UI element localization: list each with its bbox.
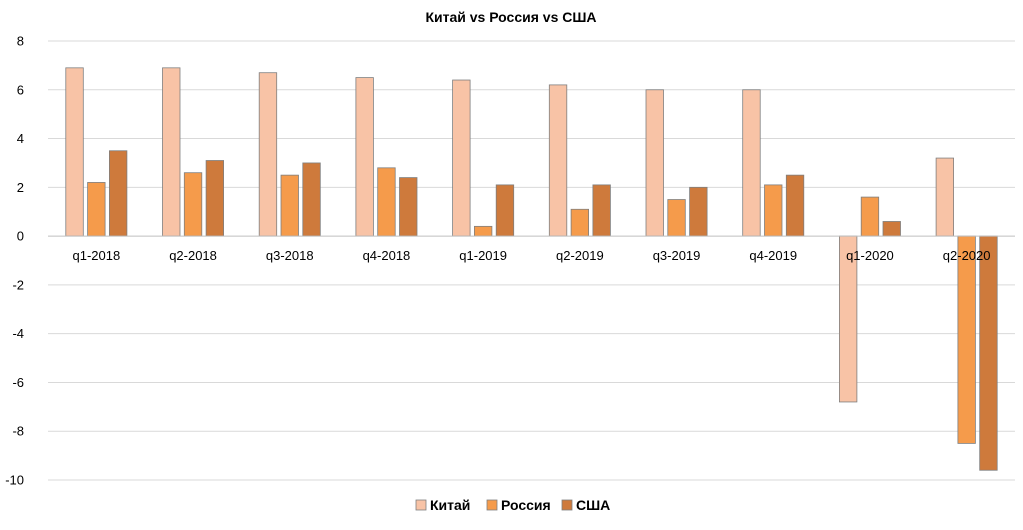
legend-swatch-США bbox=[561, 499, 573, 511]
x-tick-label: q2-2018 bbox=[169, 248, 217, 263]
bar-Китай-q1-2019 bbox=[452, 79, 471, 237]
y-tick-label: 0 bbox=[17, 229, 24, 244]
x-tick-label: q1-2020 bbox=[846, 248, 894, 263]
x-tick-label: q4-2018 bbox=[363, 248, 411, 263]
y-tick-label: -4 bbox=[12, 326, 24, 341]
bar-Россия-q1-2018 bbox=[87, 182, 106, 237]
y-tick-label: -10 bbox=[5, 473, 24, 488]
y-tick-label: -6 bbox=[12, 375, 24, 390]
bar-США-q4-2018 bbox=[399, 177, 418, 237]
y-axis: 8 6 4 2 0 -2 -4 -6 -8 -10 bbox=[5, 34, 24, 488]
bar-Китай-q2-2019 bbox=[548, 84, 568, 237]
legend-swatch-Китай bbox=[415, 499, 427, 511]
bar-США-q1-2019 bbox=[495, 184, 515, 237]
bar-США-q1-2020 bbox=[882, 221, 901, 237]
bar-Китай-q3-2019 bbox=[645, 89, 664, 237]
y-tick-label: -8 bbox=[12, 424, 24, 439]
y-tick-label: 2 bbox=[17, 180, 24, 195]
bar-Россия-q1-2019 bbox=[473, 225, 493, 237]
bar-США-q3-2019 bbox=[689, 186, 708, 237]
x-tick-label: q3-2018 bbox=[266, 248, 314, 263]
y-tick-label: -2 bbox=[12, 277, 24, 292]
bar-Китай-q2-2020 bbox=[935, 157, 954, 237]
bar-Китай-q1-2018 bbox=[65, 67, 84, 237]
x-tick-label: q2-2019 bbox=[556, 248, 604, 263]
bar-Россия-q1-2020 bbox=[860, 196, 880, 237]
bar-Китай-q2-2018 bbox=[162, 67, 181, 237]
bars bbox=[65, 67, 998, 471]
bar-Китай-q4-2019 bbox=[742, 89, 761, 237]
legend-label: Россия bbox=[501, 497, 551, 513]
bar-Россия-q2-2020 bbox=[957, 235, 976, 444]
legend-label: США bbox=[576, 497, 610, 513]
bar-Россия-q2-2018 bbox=[183, 172, 203, 237]
x-tick-label: q1-2019 bbox=[459, 248, 507, 263]
bar-Россия-q2-2019 bbox=[570, 208, 589, 237]
bar-Россия-q3-2018 bbox=[280, 174, 299, 237]
x-axis: q1-2018 q2-2018 q3-2018 q4-2018 q1-2019 q2-20… bbox=[72, 248, 990, 263]
y-tick-label: 6 bbox=[17, 82, 24, 97]
x-tick-label: q2-2020 bbox=[943, 248, 991, 263]
x-tick-label: q4-2019 bbox=[749, 248, 797, 263]
bar-США-q4-2019 bbox=[785, 174, 805, 237]
bar-США-q2-2018 bbox=[205, 160, 225, 237]
y-tick-label: 8 bbox=[17, 34, 24, 49]
bar-Россия-q4-2018 bbox=[377, 167, 396, 237]
y-tick-label: 4 bbox=[17, 131, 24, 146]
bar-Китай-q3-2018 bbox=[258, 72, 278, 237]
x-tick-label: q1-2018 bbox=[72, 248, 120, 263]
bar-США-q2-2020 bbox=[979, 235, 998, 471]
bar-США-q1-2018 bbox=[109, 150, 128, 237]
bar-Россия-q3-2019 bbox=[667, 199, 686, 237]
bar-Россия-q4-2019 bbox=[764, 184, 783, 237]
legend-label: Китай bbox=[430, 497, 470, 513]
chart-title: Китай vs Россия vs США bbox=[425, 9, 596, 25]
bar-США-q3-2018 bbox=[302, 162, 321, 237]
bar-Китай-q4-2018 bbox=[355, 77, 374, 237]
bar-США-q2-2019 bbox=[592, 184, 611, 237]
x-tick-label: q3-2019 bbox=[653, 248, 701, 263]
legend: Китай Россия США bbox=[415, 497, 610, 513]
legend-swatch-Россия bbox=[486, 499, 498, 511]
